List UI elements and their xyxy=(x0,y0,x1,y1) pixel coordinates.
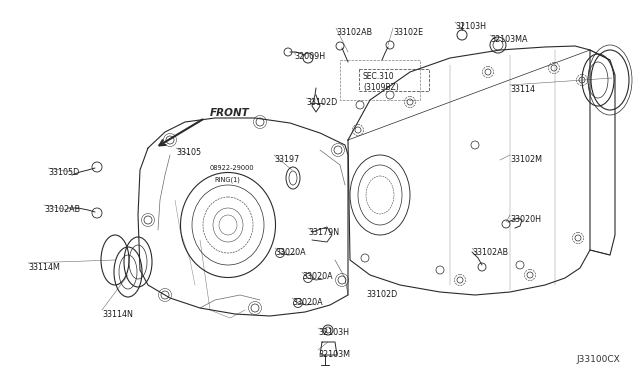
Text: 33020H: 33020H xyxy=(510,215,541,224)
Text: 33102E: 33102E xyxy=(393,28,423,37)
Text: 33105: 33105 xyxy=(176,148,201,157)
Text: RING(1): RING(1) xyxy=(214,176,240,183)
Text: SEC.310: SEC.310 xyxy=(363,72,395,81)
Text: 33020A: 33020A xyxy=(275,248,306,257)
Text: 33102AB: 33102AB xyxy=(336,28,372,37)
Text: 33102D: 33102D xyxy=(306,98,337,107)
Text: 32103M: 32103M xyxy=(318,350,350,359)
Text: 33102AB: 33102AB xyxy=(44,205,80,214)
Text: 08922-29000: 08922-29000 xyxy=(210,165,255,171)
Text: 32009H: 32009H xyxy=(294,52,325,61)
Text: 32103H: 32103H xyxy=(455,22,486,31)
Text: 33020A: 33020A xyxy=(302,272,333,281)
Text: 33179N: 33179N xyxy=(308,228,339,237)
Text: 33102AB: 33102AB xyxy=(472,248,508,257)
Text: 33114: 33114 xyxy=(510,85,535,94)
Text: J33100CX: J33100CX xyxy=(576,355,620,364)
Text: (3109BZ): (3109BZ) xyxy=(363,83,399,92)
Text: 33197: 33197 xyxy=(274,155,300,164)
Text: 33102M: 33102M xyxy=(510,155,542,164)
Text: 33114N: 33114N xyxy=(102,310,133,319)
Text: 33114M: 33114M xyxy=(28,263,60,272)
Text: FRONT: FRONT xyxy=(210,108,250,118)
Text: 32103MA: 32103MA xyxy=(490,35,527,44)
Text: 33102D: 33102D xyxy=(366,290,397,299)
Text: 32103H: 32103H xyxy=(318,328,349,337)
Text: 33020A: 33020A xyxy=(292,298,323,307)
Text: 33105D: 33105D xyxy=(48,168,79,177)
